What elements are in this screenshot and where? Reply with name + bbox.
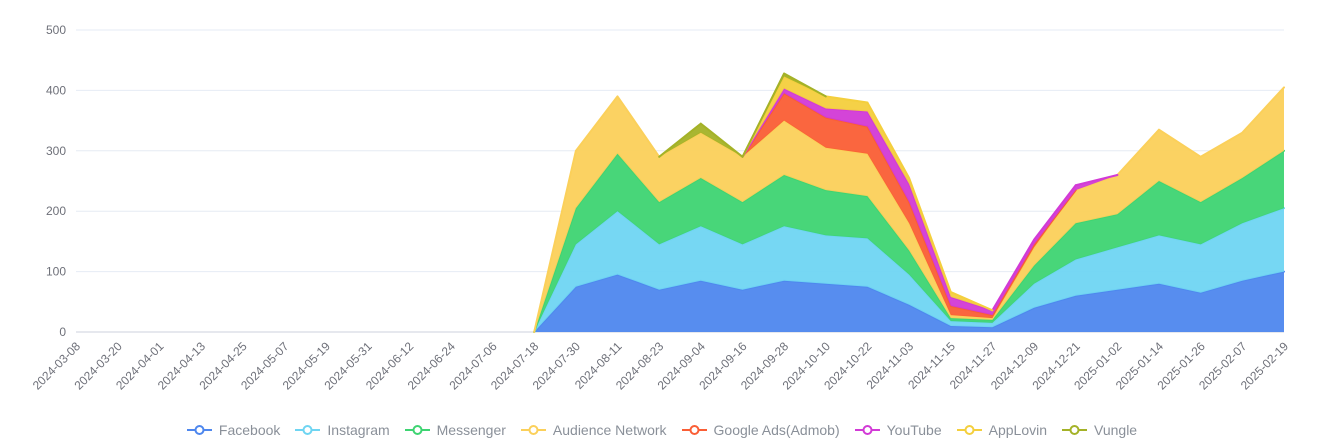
vungle-legend-marker-icon: [1062, 425, 1088, 435]
y-axis-label: 0: [59, 325, 66, 339]
y-axis-label: 200: [46, 204, 66, 218]
area-facebook: [76, 271, 1284, 332]
legend-item-applovin[interactable]: AppLovin: [956, 422, 1047, 438]
y-axis-label: 100: [46, 265, 66, 279]
legend-label: Vungle: [1094, 422, 1138, 438]
instagram-legend-marker-icon: [295, 425, 321, 435]
legend-label: AppLovin: [988, 422, 1048, 438]
legend-item-youtube[interactable]: YouTube: [854, 422, 942, 438]
applovin-legend-marker-icon: [956, 425, 982, 435]
line-vungle: [658, 72, 827, 158]
y-axis-label: 300: [46, 144, 66, 158]
legend-item-instagram[interactable]: Instagram: [294, 422, 390, 438]
legend-item-google-ads-admob[interactable]: Google Ads(Admob): [681, 422, 840, 438]
messenger-legend-marker-icon: [404, 425, 430, 435]
legend-label: Messenger: [436, 422, 506, 438]
legend-label: Google Ads(Admob): [713, 422, 840, 438]
legend-label: YouTube: [886, 422, 942, 438]
stacked-area-chart: 01002003004005002024-03-082024-03-202024…: [30, 23, 1292, 393]
legend-label: Audience Network: [552, 422, 667, 438]
legend-item-vungle[interactable]: Vungle: [1061, 422, 1137, 438]
y-axis-label: 500: [46, 23, 66, 37]
y-axis-label: 400: [46, 83, 66, 97]
legend-label: Facebook: [218, 422, 281, 438]
chart-legend: Facebook Instagram Messenger Audience Netwo…: [0, 422, 1323, 438]
legend-label: Instagram: [327, 422, 390, 438]
facebook-legend-marker-icon: [186, 425, 212, 435]
audience-network-legend-marker-icon: [520, 425, 546, 435]
youtube-legend-marker-icon: [854, 425, 880, 435]
area-instagram: [76, 208, 1284, 332]
legend-item-audience-network[interactable]: Audience Network: [520, 422, 667, 438]
legend-item-facebook[interactable]: Facebook: [186, 422, 280, 438]
google-ads-admob-legend-marker-icon: [681, 425, 707, 435]
legend-item-messenger[interactable]: Messenger: [404, 422, 506, 438]
